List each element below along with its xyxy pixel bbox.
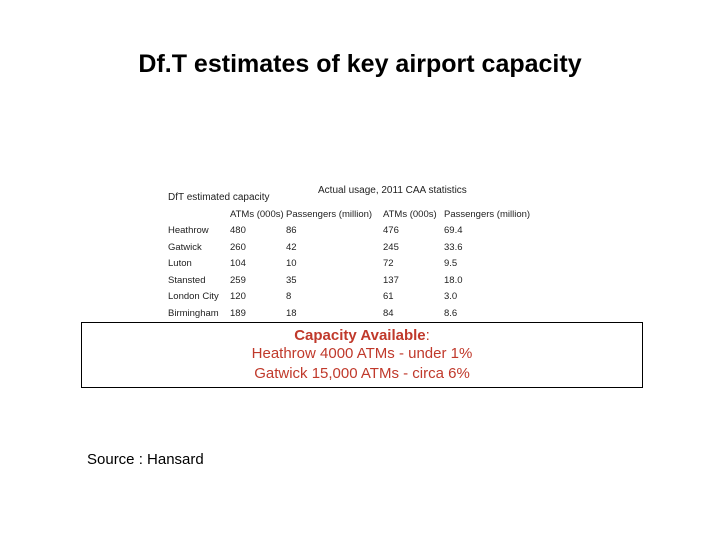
table-cell: 69.4: [444, 225, 463, 236]
table-cell: 10: [286, 258, 297, 269]
table-cell: 9.5: [444, 258, 458, 269]
callout-heading-colon: :: [425, 327, 430, 344]
table-cell: 18: [286, 307, 297, 319]
table-cell: 476: [383, 225, 399, 236]
dft-header: DfT estimated capacity: [168, 192, 270, 203]
table-cell: 72: [383, 258, 394, 269]
table-cell: 8.6: [444, 307, 458, 319]
table-cell: 8: [286, 291, 292, 302]
table-cell: 120: [230, 291, 246, 302]
table-row-airport: Luton: [168, 258, 192, 269]
table-cell: 84: [383, 307, 394, 319]
table-cell: 104: [230, 258, 246, 269]
callout-gatwick: Gatwick 15,000 ATMs - circa 6%: [254, 365, 470, 382]
table-cell: 480: [230, 225, 246, 236]
table-cell: 245: [383, 241, 399, 253]
table-cell: 189: [230, 307, 246, 319]
table-cell: 137: [383, 274, 399, 286]
capacity-callout: Capacity Available: Heathrow 4000 ATMs -…: [81, 322, 643, 388]
table-column-header: ATMs (000s): [383, 209, 437, 220]
table-cell: 86: [286, 225, 297, 236]
table-cell: 3.0: [444, 291, 458, 302]
table-cell: 33.6: [444, 241, 463, 253]
table-column-header: ATMs (000s): [230, 209, 284, 220]
table-cell: 35: [286, 274, 297, 286]
callout-heading-label: Capacity Available: [294, 327, 426, 344]
source-note: Source : Hansard: [87, 451, 204, 468]
table-column-header: Passengers (million): [286, 209, 373, 220]
table-row-airport: Stansted: [168, 274, 206, 286]
caa-header: Actual usage, 2011 CAA statistics: [318, 185, 467, 196]
slide-title: Df.T estimates of key airport capacity: [138, 50, 582, 78]
table-cell: 260: [230, 241, 246, 253]
table-row-airport: London City: [168, 291, 219, 302]
table-cell: 42: [286, 241, 297, 253]
table-cell: 18.0: [444, 274, 463, 286]
table-column-header: Passengers (million): [444, 209, 531, 220]
table-row-airport: Heathrow: [168, 225, 209, 236]
callout-heading: Capacity Available:: [82, 327, 642, 345]
table-cell: 259: [230, 274, 246, 286]
table-row-airport: Birmingham: [168, 307, 219, 319]
capacity-table: Actual usage, 2011 CAA statistics DfT es…: [168, 181, 548, 327]
callout-heathrow: Heathrow 4000 ATMs - under 1%: [251, 345, 473, 362]
table-cell: 61: [383, 291, 394, 302]
table-row-airport: Gatwick: [168, 241, 202, 253]
